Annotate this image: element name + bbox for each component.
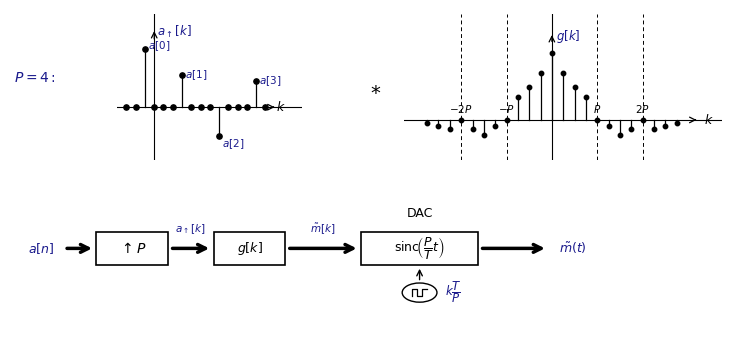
Text: DAC: DAC — [407, 207, 432, 220]
Text: $2P$: $2P$ — [635, 103, 650, 115]
FancyBboxPatch shape — [361, 232, 478, 265]
Text: $\tilde{m}(t)$: $\tilde{m}(t)$ — [559, 241, 587, 256]
Text: $-P$: $-P$ — [498, 103, 515, 115]
Ellipse shape — [402, 283, 437, 302]
Text: $a[0]$: $a[0]$ — [147, 39, 170, 53]
Text: $k$: $k$ — [704, 113, 714, 127]
Text: $g[k]$: $g[k]$ — [237, 240, 262, 257]
Text: $\tilde{m}[k]$: $\tilde{m}[k]$ — [311, 221, 336, 236]
Text: $a_{\uparrow}[k]$: $a_{\uparrow}[k]$ — [157, 24, 192, 40]
Text: $a_{\uparrow}[k]$: $a_{\uparrow}[k]$ — [175, 222, 206, 236]
Text: $a[2]$: $a[2]$ — [222, 137, 244, 151]
Text: $-2P$: $-2P$ — [449, 103, 473, 115]
Text: $\uparrow P$: $\uparrow P$ — [119, 241, 146, 256]
Text: $a[1]$: $a[1]$ — [185, 68, 207, 82]
Text: $*$: $*$ — [370, 82, 381, 101]
Text: $P$: $P$ — [593, 103, 601, 115]
Text: $\mathrm{sinc}\!\left(\dfrac{P}{T}t\right)$: $\mathrm{sinc}\!\left(\dfrac{P}{T}t\righ… — [395, 235, 445, 261]
FancyBboxPatch shape — [213, 232, 285, 265]
Text: $a[3]$: $a[3]$ — [259, 74, 281, 88]
Text: $P=4:$: $P=4:$ — [14, 71, 55, 85]
Text: $g[k]$: $g[k]$ — [556, 28, 581, 45]
Text: $a[n]$: $a[n]$ — [29, 241, 54, 256]
Text: $k$: $k$ — [277, 100, 286, 114]
Text: $k\dfrac{T}{P}$: $k\dfrac{T}{P}$ — [445, 280, 462, 305]
FancyBboxPatch shape — [97, 232, 168, 265]
